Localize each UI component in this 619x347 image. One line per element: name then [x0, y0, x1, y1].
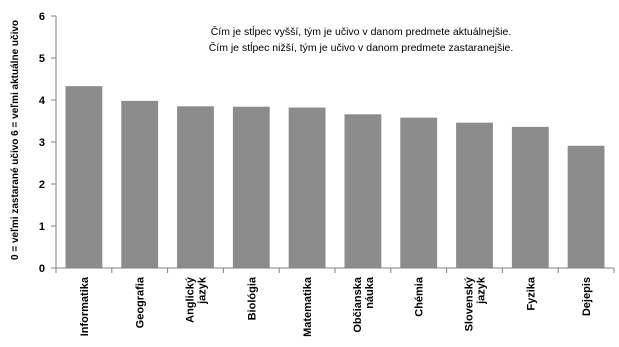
x-tick-label-line: jazyk — [197, 276, 209, 305]
bar — [232, 106, 270, 268]
bar — [288, 107, 326, 268]
x-tick-label-line: Anglický — [185, 276, 197, 323]
bar — [456, 122, 493, 269]
bar — [400, 117, 438, 268]
y-tick-label: 3 — [39, 137, 45, 149]
x-tick-label: Matematika — [302, 276, 314, 337]
y-tick-label: 5 — [39, 53, 45, 65]
y-tick-label: 0 — [39, 263, 45, 275]
y-tick-label: 2 — [39, 179, 45, 191]
x-tick-label-line: Biológia — [246, 276, 258, 320]
y-axis-title: 0 = veľmi zastarané učivo 6 = veľmi aktu… — [10, 20, 21, 260]
bar — [511, 126, 549, 268]
x-tick-label-line: náuka — [364, 276, 376, 309]
x-tick-label-line: Fyzika — [525, 276, 537, 311]
x-tick-label: Geografia — [135, 276, 147, 328]
x-tick-label: Chémia — [414, 276, 426, 317]
bars — [65, 86, 605, 269]
x-tick-label: Dejepis — [581, 277, 593, 316]
x-tick-label: Anglický jazyk — [185, 276, 209, 323]
x-tick-label-line: Dejepis — [581, 277, 593, 316]
x-tick-label: Občianska náuka — [352, 276, 376, 333]
y-tick-label: 4 — [39, 95, 46, 107]
bar — [177, 106, 214, 268]
annotation: Čím je stĺpec nižší, tým je učivo v dano… — [209, 41, 514, 54]
x-tick-label-line: Geografia — [135, 276, 147, 328]
y-tick-label: 1 — [39, 221, 45, 233]
x-tick-label-line: Informatika — [79, 276, 91, 336]
bar — [121, 100, 159, 268]
x-tick-label-line: Slovenský — [464, 276, 476, 331]
bar — [344, 114, 382, 268]
x-tick-label-line: Chémia — [414, 276, 426, 317]
x-tick-label-line: Občianska — [352, 276, 364, 333]
y-tick-label: 6 — [39, 11, 45, 23]
x-tick-label-line: Matematika — [302, 276, 314, 337]
annotations: Čím je stĺpec vyšší, tým je učivo v dano… — [209, 25, 514, 54]
x-tick-label: Fyzika — [525, 276, 537, 311]
x-tick-label: Informatika — [79, 276, 91, 336]
bar — [567, 145, 605, 268]
bar — [65, 86, 103, 268]
y-ticks: 0 1 2 3 4 5 6 — [39, 11, 56, 275]
annotation: Čím je stĺpec vyšší, tým je učivo v dano… — [211, 25, 512, 38]
x-tick-label: Biológia — [246, 276, 258, 320]
x-tick-labels: Informatika Geografia Anglický jazyk Biológi… — [79, 276, 593, 337]
x-tick-label: Slovenský jazyk — [464, 276, 488, 331]
x-tick-label-line: jazyk — [476, 276, 488, 305]
